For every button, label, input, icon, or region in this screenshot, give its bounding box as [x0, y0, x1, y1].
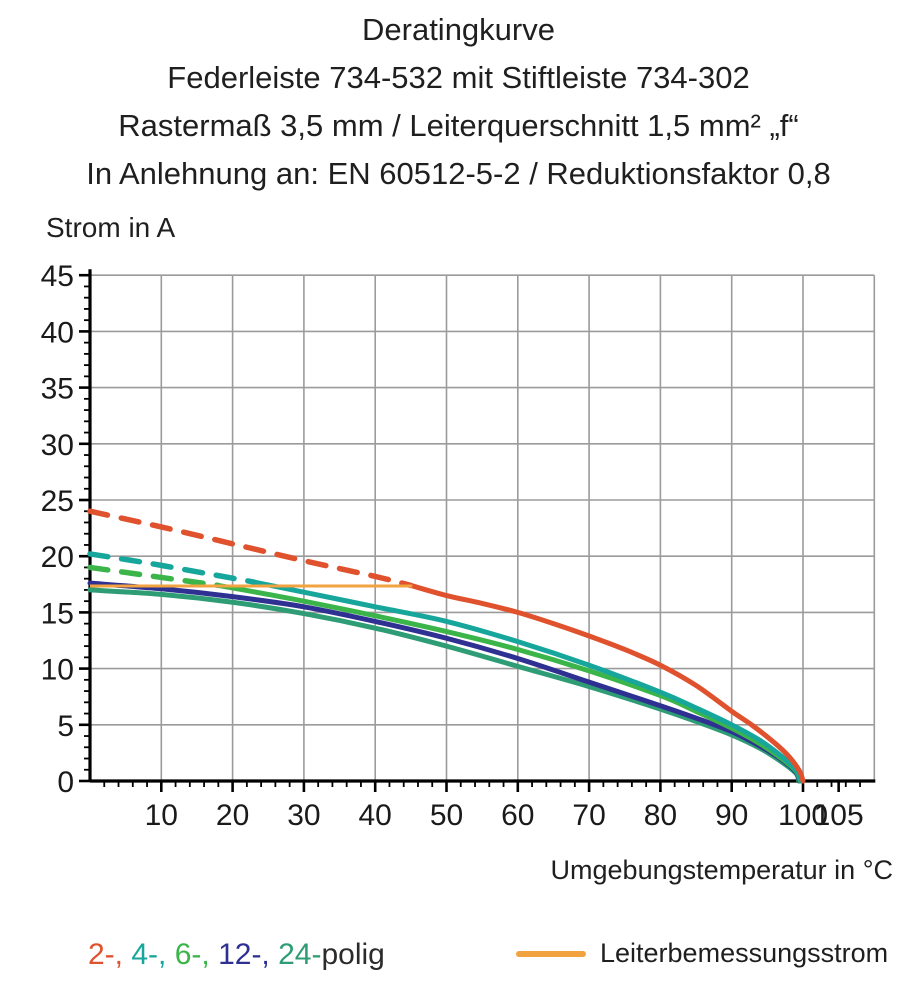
x-tick-label: 100 — [778, 799, 828, 832]
curve-2-polig-dashed — [87, 508, 414, 589]
legend-pole-part: polig — [321, 938, 385, 971]
rated-current-line-swatch — [516, 950, 586, 957]
x-tick-label: 40 — [359, 799, 392, 832]
y-tick-label: 20 — [41, 541, 74, 574]
curve-2-polig — [408, 582, 806, 784]
y-tick-label: 40 — [41, 316, 74, 349]
legend-pole-part: 4-, — [123, 938, 167, 971]
chart-title: Deratingkurve — [362, 12, 555, 47]
y-tick-label: 0 — [57, 766, 74, 799]
y-axis-title: Strom in A — [46, 212, 176, 243]
curve-4-polig-dashed — [87, 551, 257, 585]
y-tick-label: 35 — [41, 373, 74, 406]
x-tick-label: 105 — [814, 799, 864, 832]
y-tick-label: 30 — [41, 429, 74, 462]
legend-pole-part: 2-, — [88, 938, 124, 971]
curve-6-polig-dashed — [87, 564, 222, 589]
x-axis-title: Umgebungstemperatur in °C — [550, 855, 893, 885]
legend-pole-part: 6-, — [166, 938, 210, 971]
x-tick-label: 50 — [430, 799, 463, 832]
chart-subtitle-spec: Rastermaß 3,5 mm / Leiterquerschnitt 1,5… — [118, 108, 799, 143]
chart-subtitle-norm: In Anlehnung an: EN 60512-5-2 / Reduktio… — [86, 156, 831, 191]
y-tick-label: 45 — [41, 260, 74, 293]
legend-pole-part: 24- — [269, 938, 322, 971]
x-tick-label: 60 — [501, 799, 534, 832]
x-tick-label: 80 — [644, 799, 677, 832]
y-tick-label: 10 — [41, 654, 74, 687]
x-tick-label: 90 — [715, 799, 748, 832]
y-tick-label: 15 — [41, 597, 74, 630]
chart-subtitle-parts: Federleiste 734-532 mit Stiftleiste 734-… — [167, 60, 750, 95]
legend-poles: 2-, 4-, 6-, 12-, 24-polig — [88, 938, 385, 972]
chart-header: Deratingkurve Federleiste 734-532 mit St… — [0, 6, 917, 198]
curve-4-polig — [251, 579, 804, 784]
x-tick-label: 70 — [572, 799, 605, 832]
y-tick-label: 5 — [57, 710, 74, 743]
x-tick-label: 10 — [145, 799, 178, 832]
y-tick-label: 25 — [41, 485, 74, 518]
x-tick-label: 20 — [216, 799, 249, 832]
legend-pole-part: 12-, — [209, 938, 270, 971]
x-tick-label: 30 — [287, 799, 320, 832]
legend-rated-current: Leiterbemessungsstrom — [516, 938, 888, 969]
rated-current-label: Leiterbemessungsstrom — [600, 938, 889, 968]
